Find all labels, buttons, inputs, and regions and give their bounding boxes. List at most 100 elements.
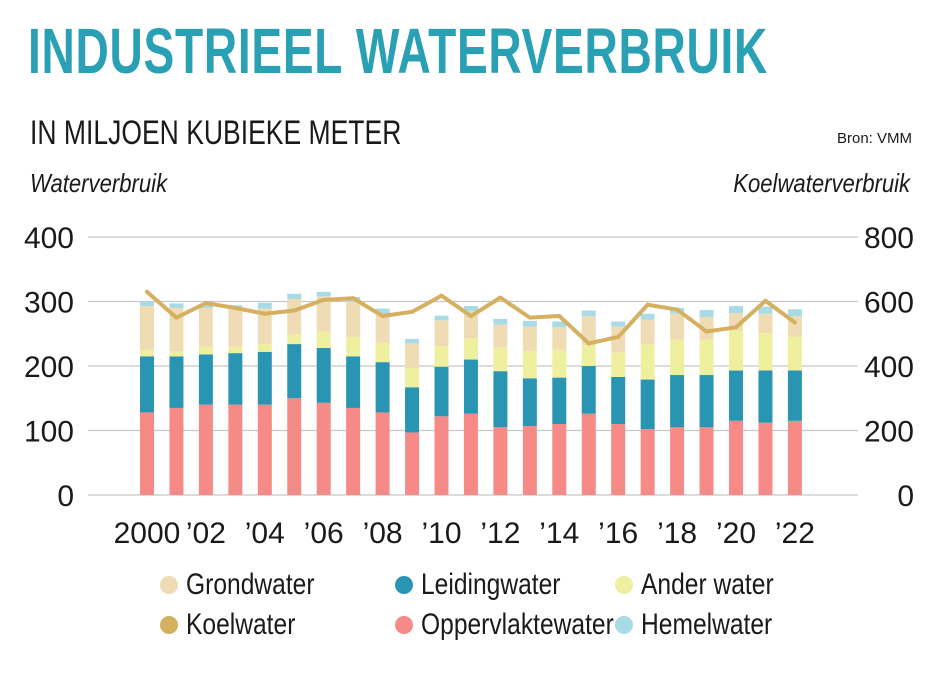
bar-grondwater	[257, 308, 272, 345]
bar-oppervlaktewater	[375, 412, 390, 495]
bar-oppervlaktewater	[787, 420, 802, 495]
bar-leidingwater	[346, 356, 361, 408]
bar-ander_water	[434, 346, 449, 367]
bar-leidingwater	[552, 377, 567, 425]
bar-oppervlaktewater	[140, 412, 154, 495]
bar-grondwater	[699, 316, 714, 340]
koelwater-point	[468, 314, 473, 319]
x-axis-tick-label: ’16	[598, 517, 638, 550]
bar-oppervlaktewater	[169, 407, 184, 495]
bar-leidingwater	[699, 375, 714, 428]
bar-ander_water	[140, 349, 154, 357]
bar-ander_water	[169, 351, 184, 357]
bar-hemelwater	[611, 321, 626, 327]
legend-swatch	[160, 616, 178, 634]
bar-hemelwater	[787, 309, 802, 317]
x-axis-tick-label: ’08	[363, 517, 403, 550]
bar-leidingwater	[640, 379, 655, 430]
legend-swatch	[615, 576, 633, 594]
legend-item-oppervlaktewater: Oppervlaktewater	[395, 608, 656, 642]
bar-leidingwater	[287, 344, 302, 399]
bar-leidingwater	[729, 370, 743, 421]
koelwater-point	[174, 315, 179, 320]
bar-ander_water	[787, 336, 802, 371]
bar-oppervlaktewater	[670, 427, 685, 495]
bar-grondwater	[140, 306, 154, 350]
x-axis-tick-label: 2000	[114, 517, 181, 550]
bar-hemelwater	[463, 306, 478, 312]
left-axis-tick-label: 100	[24, 416, 74, 449]
bar-oppervlaktewater	[434, 416, 449, 495]
bar-grondwater	[640, 319, 655, 345]
bar-hemelwater	[375, 308, 390, 314]
bar-ander_water	[346, 336, 361, 357]
bar-ander_water	[611, 352, 626, 377]
bar-oppervlaktewater	[228, 404, 243, 495]
x-axis-tick-label: ’20	[716, 517, 756, 550]
koelwater-point	[203, 301, 208, 306]
bar-grondwater	[758, 313, 773, 334]
bar-hemelwater	[552, 321, 567, 328]
legend-item-ander_water: Ander water	[615, 568, 803, 602]
bar-leidingwater	[611, 376, 626, 425]
bar-hemelwater	[493, 318, 508, 325]
bar-grondwater	[670, 313, 685, 340]
left-axis-tick-label: 0	[57, 480, 74, 513]
bar-leidingwater	[228, 353, 243, 405]
koelwater-point	[233, 305, 238, 310]
legend-swatch	[160, 576, 178, 594]
x-axis-tick-label: ’02	[186, 517, 226, 550]
koelwater-point	[321, 297, 326, 302]
x-axis-tick-label: ’18	[657, 517, 697, 550]
x-axis-tick-label: ’06	[304, 517, 344, 550]
koelwater-point	[410, 309, 415, 314]
left-axis-tick-label: 400	[24, 222, 74, 255]
koelwater-point	[527, 315, 532, 320]
koelwater-point	[380, 314, 385, 319]
bar-grondwater	[434, 320, 449, 347]
x-axis-tick-label: ’12	[480, 517, 520, 550]
bar-ander_water	[316, 331, 331, 348]
bar-leidingwater	[140, 356, 154, 413]
bar-grondwater	[405, 343, 420, 368]
bar-oppervlaktewater	[611, 424, 626, 495]
bar-ander_water	[758, 333, 773, 371]
bar-leidingwater	[198, 354, 213, 405]
bar-leidingwater	[670, 375, 685, 428]
bar-hemelwater	[140, 301, 154, 307]
x-axis-tick-label: ’22	[775, 517, 815, 550]
koelwater-point	[439, 293, 444, 298]
legend-item-leidingwater: Leidingwater	[395, 568, 591, 602]
koelwater-point	[675, 307, 680, 312]
right-axis-tick-label: 400	[864, 351, 914, 384]
bar-hemelwater	[287, 293, 302, 299]
bar-ander_water	[729, 330, 743, 371]
bar-leidingwater	[581, 366, 596, 414]
bar-hemelwater	[316, 291, 331, 297]
right-axis-tick-label: 0	[897, 480, 914, 513]
bar-hemelwater	[758, 306, 773, 314]
bar-ander_water	[522, 351, 537, 379]
bar-grondwater	[346, 301, 361, 337]
bar-grondwater	[463, 311, 478, 339]
bar-hemelwater	[699, 309, 714, 317]
bar-grondwater	[169, 307, 184, 352]
bar-grondwater	[552, 327, 567, 350]
bar-ander_water	[405, 367, 420, 388]
bar-oppervlaktewater	[198, 404, 213, 495]
chart-title: INDUSTRIEEL WATERVERBRUIK	[28, 15, 768, 87]
bar-grondwater	[375, 313, 390, 343]
bar-hemelwater	[640, 313, 655, 320]
bar-oppervlaktewater	[405, 432, 420, 495]
bar-leidingwater	[257, 351, 272, 405]
bar-leidingwater	[787, 370, 802, 421]
bar-grondwater	[316, 296, 331, 332]
legend-label: Grondwater	[186, 568, 315, 601]
bar-leidingwater	[169, 356, 184, 408]
right-axis-tick-label: 600	[864, 287, 914, 320]
legend-item-koelwater: Koelwater	[160, 608, 319, 642]
bar-ander_water	[552, 349, 567, 378]
bar-grondwater	[287, 298, 302, 335]
bar-grondwater	[228, 309, 243, 347]
bar-ander_water	[375, 342, 390, 363]
